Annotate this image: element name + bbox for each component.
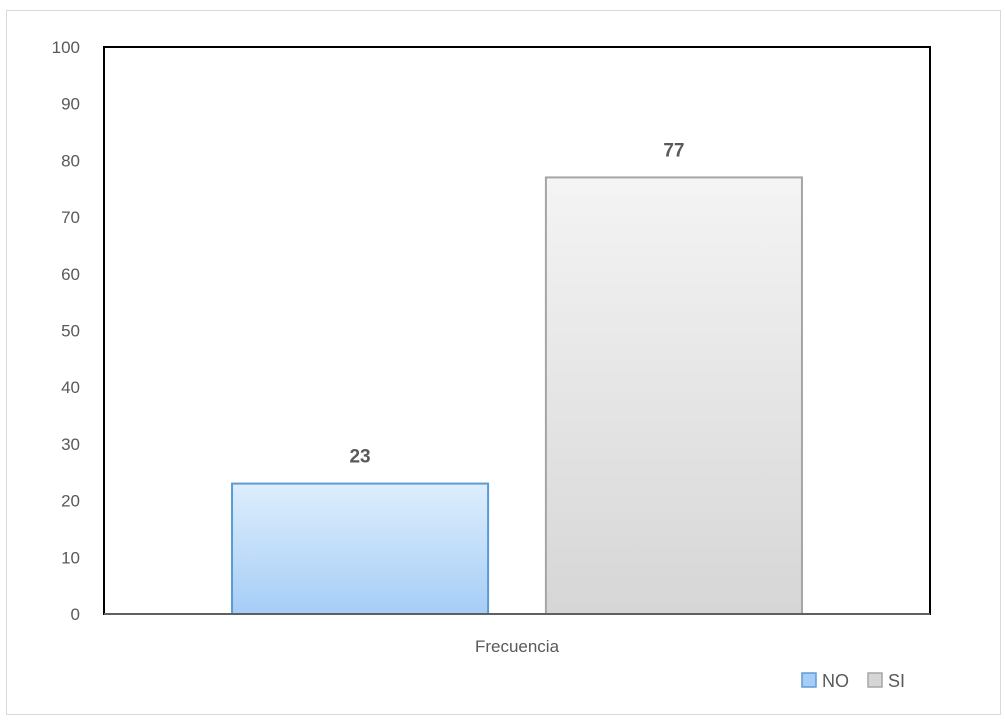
y-tick-label: 60	[61, 265, 80, 284]
y-axis-tick-labels: 0 10 20 30 40 50 60 70 80 90 100	[52, 38, 80, 624]
y-tick-label: 80	[61, 151, 80, 170]
bar-si	[544, 176, 803, 615]
legend-label-no: NO	[822, 671, 849, 691]
legend: NO SI	[801, 671, 905, 691]
bars-group	[231, 176, 803, 615]
x-axis-category-label: Frecuencia	[475, 637, 560, 656]
y-tick-label: 40	[61, 378, 80, 397]
y-tick-label: 100	[52, 38, 80, 57]
data-label-no: 23	[349, 447, 370, 468]
y-tick-label: 90	[61, 95, 80, 114]
legend-label-si: SI	[888, 671, 905, 691]
y-tick-label: 50	[61, 322, 80, 341]
legend-swatch-si	[867, 672, 883, 688]
data-label-si: 77	[663, 140, 684, 161]
y-tick-label: 20	[61, 492, 80, 511]
y-tick-label: 10	[61, 548, 80, 567]
data-labels-group: 23 77	[349, 140, 684, 467]
y-tick-label: 70	[61, 208, 80, 227]
y-tick-label: 30	[61, 435, 80, 454]
y-tick-label: 0	[71, 605, 80, 624]
legend-swatch-no	[801, 672, 817, 688]
chart-area-border	[6, 10, 1001, 715]
bar-no	[231, 482, 490, 615]
